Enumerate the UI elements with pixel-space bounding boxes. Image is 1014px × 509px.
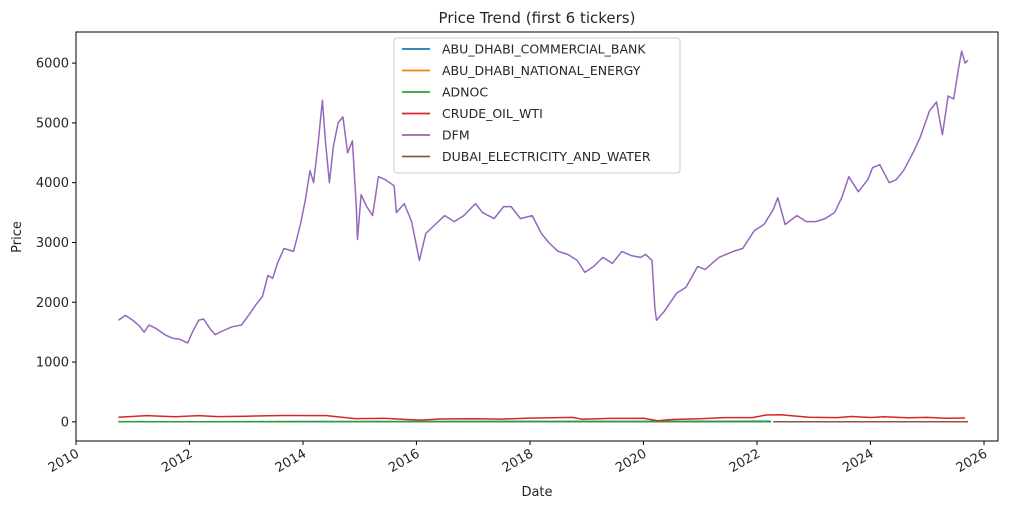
chart-title: Price Trend (first 6 tickers)	[439, 9, 636, 27]
x-tick-label: 2010	[46, 446, 82, 476]
x-tick-label: 2018	[500, 446, 536, 476]
legend-label-crude-oil-wti: CRUDE_OIL_WTI	[442, 106, 543, 121]
x-tick-label: 2022	[727, 446, 763, 476]
x-tick-label: 2024	[840, 446, 876, 476]
y-axis-label: Price	[10, 221, 25, 253]
y-tick-label: 3000	[36, 236, 69, 251]
legend-label-adnoc: ADNOC	[442, 85, 488, 100]
y-tick-label: 4000	[36, 176, 69, 191]
series-line-crude-oil-wti	[118, 414, 966, 422]
series-line-dfm	[117, 50, 969, 344]
x-tick-label: 2026	[954, 446, 990, 476]
legend-box	[393, 37, 681, 174]
y-tick-label: 2000	[36, 296, 69, 311]
y-tick-label: 6000	[36, 57, 69, 72]
x-tick-label: 2014	[273, 446, 309, 476]
y-tick-label: 1000	[36, 356, 69, 371]
legend-label-abu-dhabi-national-energy: ABU_DHABI_NATIONAL_ENERGY	[442, 63, 641, 78]
x-axis-label: Date	[521, 485, 552, 500]
plot-frame	[75, 31, 999, 442]
y-tick-label: 5000	[36, 116, 69, 131]
legend-label-abu-dhabi-commercial-bank: ABU_DHABI_COMMERCIAL_BANK	[442, 42, 646, 57]
y-tick-label: 0	[61, 415, 69, 430]
x-tick-label: 2012	[159, 446, 195, 476]
legend-label-dubai-electricity-and-water: DUBAI_ELECTRICITY_AND_WATER	[442, 149, 651, 164]
plot-area	[117, 50, 969, 423]
x-tick-label: 2020	[613, 446, 649, 476]
y-axis: 0 1000 2000 3000 4000 5000 6000	[36, 57, 76, 430]
legend-label-dfm: DFM	[442, 128, 470, 143]
x-tick-label: 2016	[386, 446, 422, 476]
legend: ABU_DHABI_COMMERCIAL_BANK ABU_DHABI_NATIO…	[393, 37, 681, 174]
x-axis: 2010 2012 2014 2016 2018 2020 2022 2024 2026	[46, 441, 990, 476]
